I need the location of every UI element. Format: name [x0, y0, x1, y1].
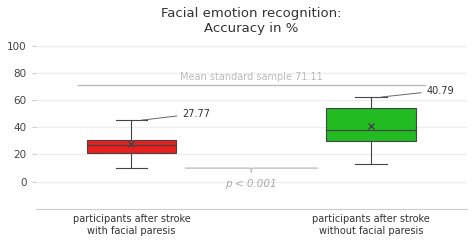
Title: Facial emotion recognition:
Accuracy in %: Facial emotion recognition: Accuracy in … [161, 7, 342, 35]
Text: p < 0.001: p < 0.001 [226, 179, 277, 189]
Bar [326, 108, 416, 141]
Text: 27.77: 27.77 [141, 109, 210, 120]
Text: Mean standard sample 71.11: Mean standard sample 71.11 [180, 72, 323, 82]
Text: 40.79: 40.79 [381, 86, 454, 97]
Bar [87, 139, 176, 153]
